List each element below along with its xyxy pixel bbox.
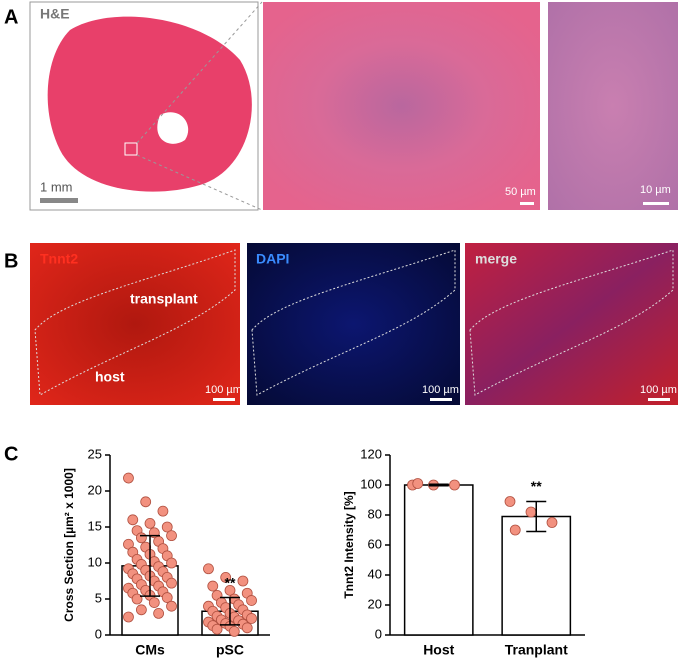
y-tick-label: 0 (95, 626, 102, 641)
data-point (161, 592, 173, 603)
error-bar (428, 483, 449, 487)
data-point (127, 514, 139, 526)
micrograph (548, 2, 678, 210)
significance: ** (225, 574, 236, 590)
y-tick-label: 5 (95, 590, 102, 605)
zoom-line (136, 1, 263, 144)
data-point (220, 572, 232, 583)
x-tick-label: pSC (216, 642, 244, 658)
data-point (166, 600, 177, 612)
bar (501, 515, 572, 636)
zoom-box (124, 142, 138, 156)
zoom-line (136, 154, 263, 211)
data-point (246, 613, 257, 624)
region-label: transplant (130, 291, 198, 307)
data-point (153, 608, 165, 619)
bar (403, 484, 474, 636)
micrograph (30, 243, 240, 405)
data-point (135, 604, 147, 616)
y-tick-label: 15 (88, 518, 102, 533)
error-bar (220, 596, 240, 626)
significance: ** (531, 478, 542, 494)
scale-label: 100 µm (422, 384, 459, 396)
data-point (525, 506, 537, 518)
data-point (509, 524, 521, 536)
scale-bar (643, 202, 669, 205)
data-point (123, 472, 134, 484)
data-point (166, 530, 177, 542)
data-point (449, 479, 460, 491)
error-bar (140, 534, 160, 597)
data-point (246, 595, 257, 606)
micrograph (247, 243, 460, 405)
panel-letter: C (4, 443, 18, 465)
stain-label: H&E (40, 6, 70, 22)
data-point (241, 622, 253, 634)
scale-bar (520, 202, 534, 205)
y-axis-title: Cross Section [µm² x 1000] (62, 468, 76, 622)
outline (34, 249, 236, 396)
data-point (123, 611, 134, 623)
y-tick-label: 20 (88, 482, 102, 497)
data-point (161, 521, 173, 533)
scale-label: 1 mm (40, 179, 73, 194)
data-point (203, 563, 214, 575)
data-point (144, 518, 156, 529)
scale-bar (40, 198, 78, 203)
data-point (135, 532, 147, 544)
y-axis-title: Tnnt2 Intensity [%] (342, 491, 356, 598)
channel-label: Tnnt2 (40, 251, 78, 267)
heart-section (47, 16, 252, 192)
scale-label: 100 µm (205, 384, 242, 396)
data-point (211, 623, 223, 635)
data-point (412, 478, 424, 489)
lumen (157, 112, 189, 144)
data-point (224, 584, 236, 596)
y-tick-label: 100 (360, 476, 382, 491)
channel-label: merge (475, 251, 517, 267)
data-point (166, 577, 177, 589)
y-tick-label: 25 (88, 446, 102, 461)
scale-label: 50 µm (505, 186, 536, 198)
y-tick-label: 40 (368, 566, 382, 581)
scale-label: 100 µm (640, 384, 677, 396)
y-tick-label: 80 (368, 506, 382, 521)
region-label: host (95, 369, 125, 385)
data-point (131, 593, 143, 605)
scale-bar (430, 398, 452, 401)
data-point (546, 517, 558, 528)
y-tick-label: 10 (88, 554, 102, 569)
y-tick-label: 120 (360, 446, 382, 461)
x-tick-label: Tranplant (505, 642, 568, 658)
panel-letter: B (4, 250, 18, 272)
x-tick-label: CMs (135, 642, 165, 658)
y-tick-label: 60 (368, 536, 382, 551)
channel-label: DAPI (256, 251, 289, 267)
data-point (148, 597, 160, 608)
data-point (140, 496, 152, 508)
micrograph (465, 243, 678, 405)
data-point (237, 575, 249, 587)
scale-label: 10 µm (640, 184, 671, 196)
data-point (207, 580, 219, 592)
data-point (157, 505, 169, 517)
scale-bar (213, 398, 235, 401)
data-point (228, 626, 240, 637)
x-tick-label: Host (423, 642, 454, 658)
panel-letter: A (4, 6, 18, 28)
data-point (504, 496, 516, 507)
data-point (166, 557, 177, 569)
scale-bar (648, 398, 670, 401)
y-tick-label: 0 (375, 626, 382, 641)
micrograph (263, 2, 540, 210)
y-tick-label: 20 (368, 596, 382, 611)
error-bar (526, 500, 547, 533)
